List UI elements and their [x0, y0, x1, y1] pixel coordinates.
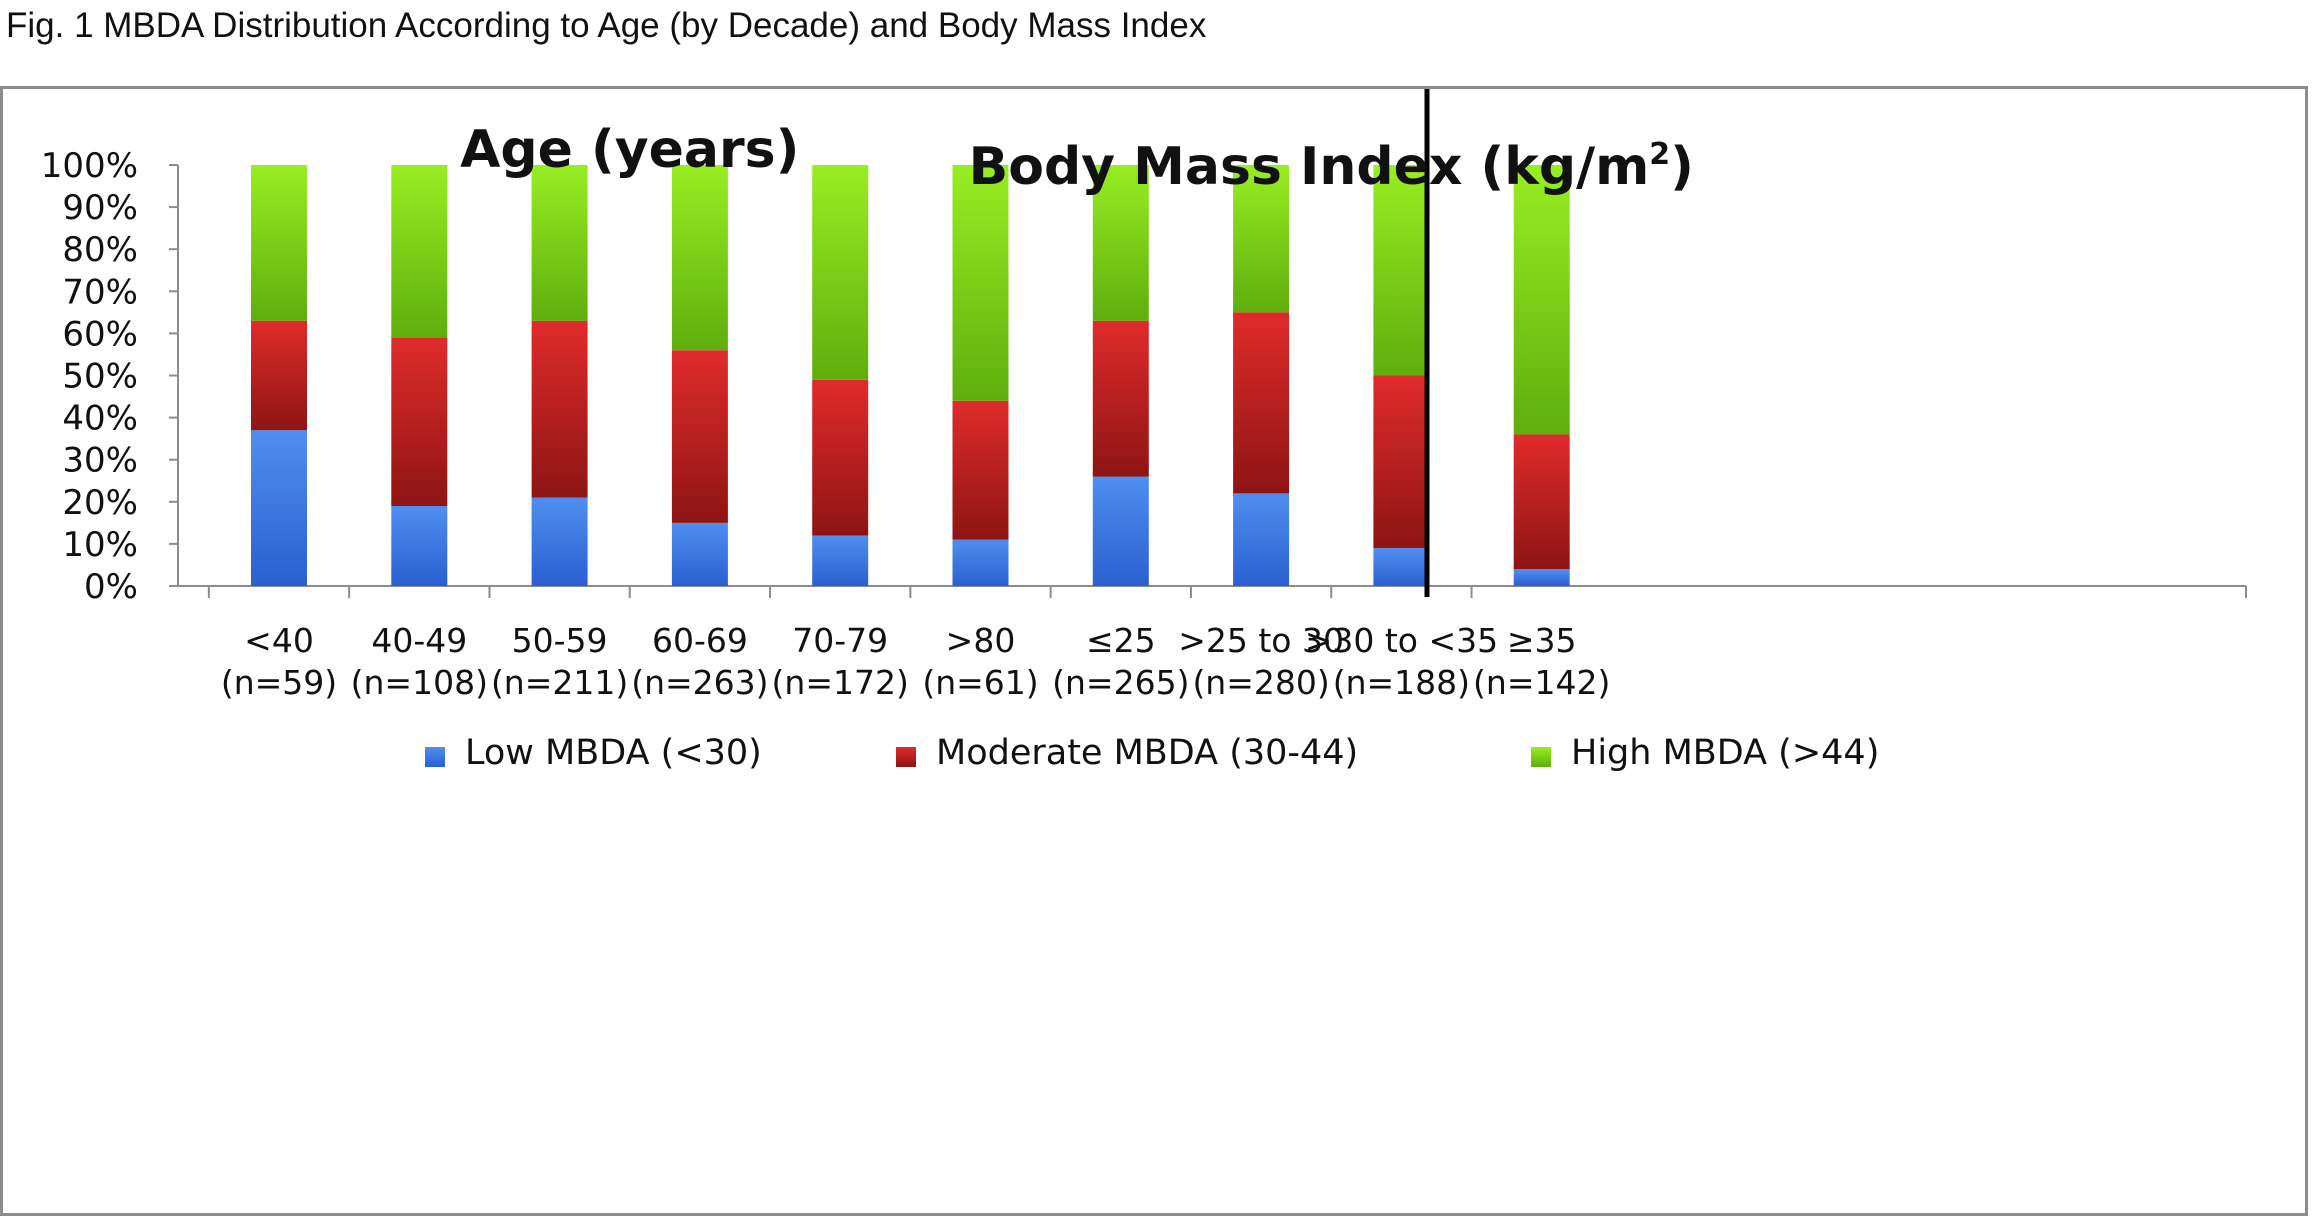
y-tick-label: 100%	[41, 146, 138, 186]
chart-frame: 0% 10% 20% 30% 40% 50% 60% 70% 80% 90% 100% Age (y…	[0, 86, 2308, 1216]
x-category-label: >80	[946, 621, 1016, 660]
bar-high-mbda-44-9	[1373, 165, 1430, 376]
bar-low-mbda-30-6	[952, 539, 1009, 586]
y-tick-label: 0%	[84, 567, 138, 607]
figure-caption: Fig. 1 MBDA Distribution According to Ag…	[6, 6, 1207, 45]
bar-high-mbda-44-2	[391, 165, 448, 338]
x-category-count: (n=108)	[351, 663, 488, 702]
x-category-count: (n=172)	[772, 663, 909, 702]
bar-high-mbda-44-7	[1092, 165, 1149, 321]
panel-title-1: Age (years)	[460, 120, 799, 180]
bar-moderate-mbda-30-44-2	[391, 337, 448, 507]
bar-high-mbda-44-6	[952, 165, 1009, 401]
bar-moderate-mbda-30-44-9	[1373, 375, 1430, 549]
bar-high-mbda-44-1	[251, 165, 307, 321]
legend-label-moderate-mbda-30-44: Moderate MBDA (30-44)	[936, 733, 1358, 773]
category-labels: <40(n=59)40-49(n=108)50-59(n=211)60-69(n…	[221, 621, 1611, 702]
bar-moderate-mbda-30-44-10	[1513, 434, 1570, 570]
bar-low-mbda-30-8	[1233, 493, 1290, 586]
bar-low-mbda-30-1	[251, 430, 307, 586]
x-category-label: >25 to 30	[1178, 621, 1344, 660]
x-category-label: 40-49	[371, 621, 467, 660]
x-category-label: 60-69	[652, 621, 748, 660]
bar-high-mbda-44-5	[812, 165, 869, 380]
bar-high-mbda-44-3	[531, 165, 588, 321]
x-category-count: (n=61)	[922, 663, 1038, 702]
x-category-count: (n=59)	[221, 663, 337, 702]
y-axis: 0%10%20%30%40%50%60%70%80%90%100%	[41, 146, 179, 607]
bar-moderate-mbda-30-44-3	[531, 320, 588, 498]
y-tick-label: 90%	[62, 188, 138, 228]
bar-moderate-mbda-30-44-7	[1092, 320, 1149, 477]
bar-high-mbda-44-8	[1233, 165, 1290, 313]
bar-low-mbda-30-9	[1373, 548, 1430, 586]
panel-titles: Age (years) Body Mass Index (kg/m2)	[460, 120, 1694, 197]
y-tick-label: 80%	[62, 230, 138, 270]
x-category-label: >30 to <35	[1305, 621, 1498, 660]
bar-low-mbda-30-10	[1513, 569, 1570, 586]
x-category-count: (n=142)	[1473, 663, 1610, 702]
y-tick-label: 20%	[62, 483, 138, 523]
x-category-label: <40	[244, 621, 314, 660]
x-category-label: 50-59	[512, 621, 608, 660]
legend-swatch-high-mbda-44	[1531, 747, 1551, 767]
legend-label-high-mbda-44: High MBDA (>44)	[1571, 733, 1879, 773]
bar-low-mbda-30-2	[391, 506, 448, 586]
bar-low-mbda-30-7	[1092, 476, 1149, 586]
x-category-count: (n=211)	[491, 663, 628, 702]
y-tick-label: 40%	[62, 399, 138, 439]
y-tick-label: 10%	[62, 525, 138, 565]
bar-high-mbda-44-4	[671, 165, 728, 351]
y-tick-label: 30%	[62, 441, 138, 481]
bar-high-mbda-44-10	[1513, 165, 1570, 435]
bar-low-mbda-30-4	[671, 522, 728, 586]
bars	[251, 165, 1570, 586]
bar-moderate-mbda-30-44-1	[251, 320, 307, 431]
bar-moderate-mbda-30-44-6	[952, 400, 1009, 540]
bar-moderate-mbda-30-44-4	[671, 350, 728, 523]
x-category-label: ≥35	[1507, 621, 1577, 660]
legend-label-low-mbda-30: Low MBDA (<30)	[465, 733, 762, 773]
y-tick-label: 70%	[62, 272, 138, 312]
x-category-count: (n=280)	[1192, 663, 1329, 702]
legend: Low MBDA (<30) Moderate MBDA (30-44) High …	[425, 733, 1879, 773]
x-category-label: 70-79	[792, 621, 888, 660]
x-category-count: (n=265)	[1052, 663, 1189, 702]
y-tick-label: 60%	[62, 314, 138, 354]
legend-swatch-low-mbda-30	[425, 747, 445, 767]
x-category-count: (n=188)	[1333, 663, 1470, 702]
y-tick-label: 50%	[62, 357, 138, 397]
bar-low-mbda-30-3	[531, 497, 588, 586]
x-category-label: ≤25	[1086, 621, 1156, 660]
panel-title-2: Body Mass Index (kg/m2)	[969, 137, 1694, 197]
bar-moderate-mbda-30-44-5	[812, 379, 869, 536]
x-axis	[178, 585, 2247, 598]
legend-swatch-moderate-mbda-30-44	[896, 747, 916, 767]
bar-low-mbda-30-5	[812, 535, 869, 586]
stacked-bar-chart: 0%10%20%30%40%50%60%70%80%90%100% Age (y…	[41, 89, 2247, 773]
x-category-count: (n=263)	[631, 663, 768, 702]
bar-moderate-mbda-30-44-8	[1233, 312, 1290, 494]
